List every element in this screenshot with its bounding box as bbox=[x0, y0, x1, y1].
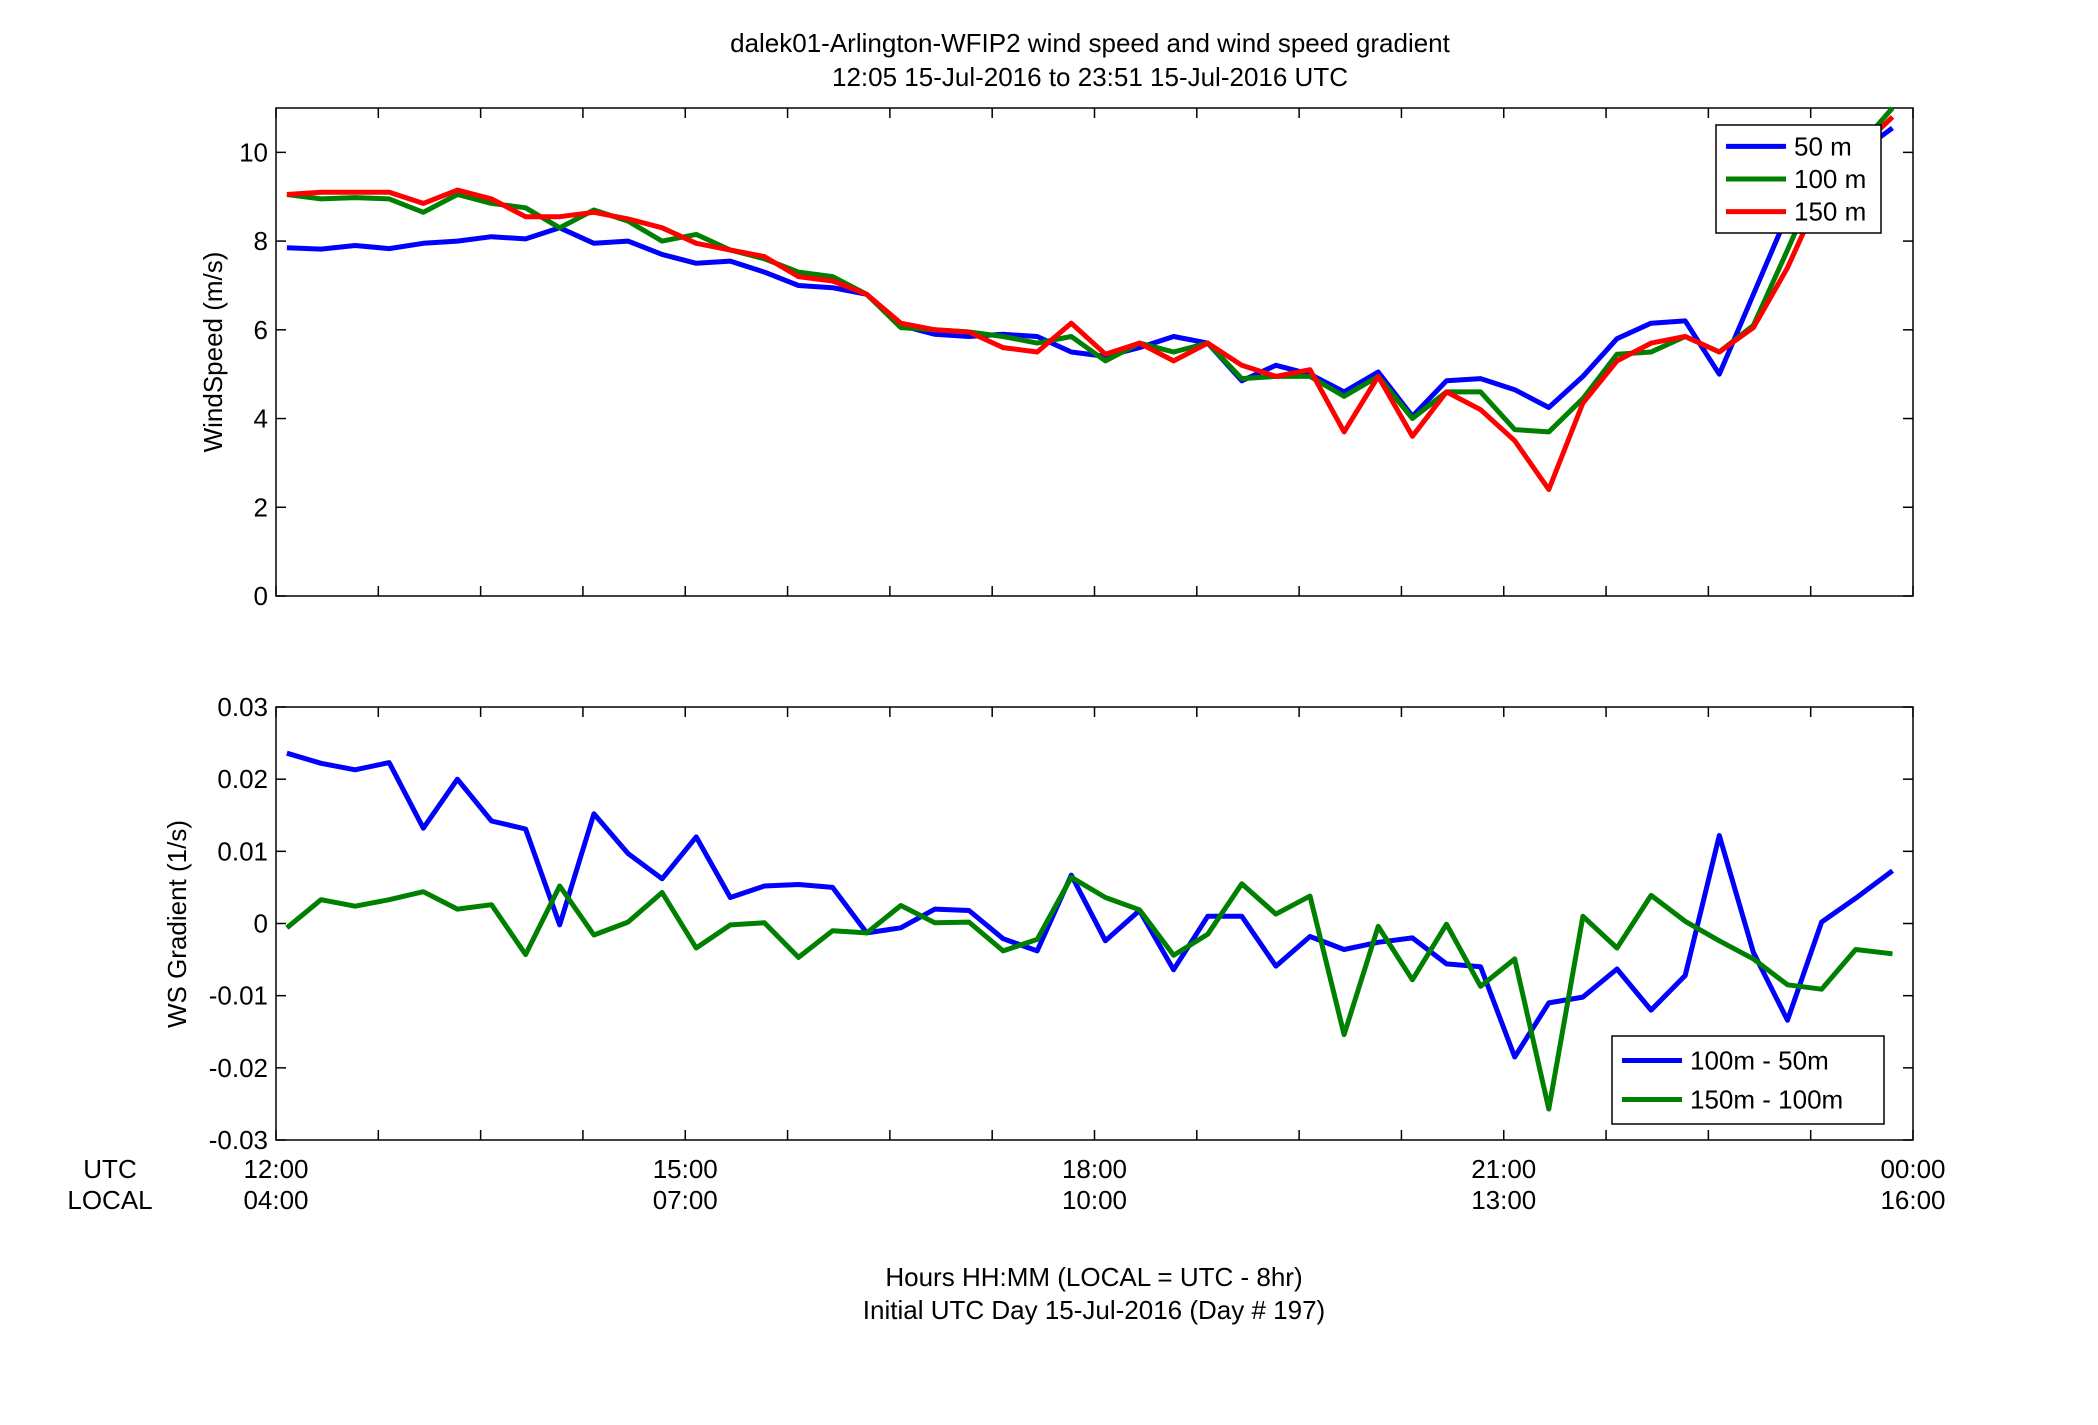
legend-label: 50 m bbox=[1794, 131, 1852, 161]
y-tick-label: 2 bbox=[254, 492, 268, 522]
utc-row-label: UTC bbox=[83, 1154, 136, 1184]
legend-label: 150m - 100m bbox=[1690, 1085, 1843, 1115]
x-tick-label-local: 07:00 bbox=[653, 1185, 718, 1215]
x-tick-label-utc: 12:00 bbox=[243, 1154, 308, 1184]
x-axis-label-line2: Initial UTC Day 15-Jul-2016 (Day # 197) bbox=[863, 1295, 1325, 1325]
y-tick-label: 0.03 bbox=[217, 692, 268, 722]
gradient-ylabel: WS Gradient (1/s) bbox=[162, 820, 192, 1028]
x-tick-label-utc: 00:00 bbox=[1880, 1154, 1945, 1184]
gradient-panel: -0.03 -0.02 -0.01 0 0.01 0.02 0.03 WS Gradient… bbox=[162, 692, 1914, 1155]
y-tick-label: -0.03 bbox=[209, 1125, 268, 1155]
x-tick-label-local: 10:00 bbox=[1062, 1185, 1127, 1215]
y-tick-label: 0.02 bbox=[217, 764, 268, 794]
y-tick-label: -0.02 bbox=[209, 1053, 268, 1083]
x-tick-label-local: 16:00 bbox=[1880, 1185, 1945, 1215]
gradient-legend: 100m - 50m 150m - 100m bbox=[1611, 1035, 1885, 1125]
y-tick-label: 8 bbox=[254, 226, 268, 256]
series-line-100m bbox=[286, 106, 1895, 435]
legend-label: 150 m bbox=[1794, 197, 1866, 227]
y-tick-label: 0 bbox=[254, 581, 268, 611]
legend-label: 100 m bbox=[1794, 164, 1866, 194]
y-tick-label: 4 bbox=[254, 404, 268, 434]
windspeed-ticks: 0 2 4 6 8 10 bbox=[239, 108, 1914, 611]
y-tick-label: 6 bbox=[254, 315, 268, 345]
figure-title-line2: 12:05 15-Jul-2016 to 23:51 15-Jul-2016 U… bbox=[832, 62, 1348, 92]
x-tick-label-local: 04:00 bbox=[243, 1185, 308, 1215]
y-tick-label: -0.01 bbox=[209, 981, 268, 1011]
legend-box bbox=[1611, 1035, 1885, 1125]
x-tick-label-utc: 21:00 bbox=[1471, 1154, 1536, 1184]
x-axis-label-line1: Hours HH:MM (LOCAL = UTC - 8hr) bbox=[885, 1262, 1302, 1292]
windspeed-ylabel: WindSpeed (m/s) bbox=[198, 252, 228, 453]
series-line-100m-50m bbox=[286, 750, 1894, 1060]
legend-label: 100m - 50m bbox=[1690, 1046, 1829, 1076]
series-line-150m-100m bbox=[285, 874, 1893, 1112]
windspeed-lines bbox=[286, 106, 1895, 492]
x-tick-label-utc: 18:00 bbox=[1062, 1154, 1127, 1184]
series-line-150m bbox=[286, 115, 1895, 492]
local-row-label: LOCAL bbox=[67, 1185, 152, 1215]
gradient-ticks: -0.03 -0.02 -0.01 0 0.01 0.02 0.03 bbox=[209, 692, 1914, 1155]
figure-title-line1: dalek01-Arlington-WFIP2 wind speed and w… bbox=[730, 28, 1451, 58]
gradient-lines bbox=[285, 750, 1894, 1112]
y-tick-label: 0 bbox=[254, 909, 268, 939]
series-line-50m bbox=[286, 125, 1894, 419]
x-tick-label-utc: 15:00 bbox=[653, 1154, 718, 1184]
x-tick-label-local: 13:00 bbox=[1471, 1185, 1536, 1215]
y-tick-label: 0.01 bbox=[217, 836, 268, 866]
y-tick-label: 10 bbox=[239, 137, 268, 167]
